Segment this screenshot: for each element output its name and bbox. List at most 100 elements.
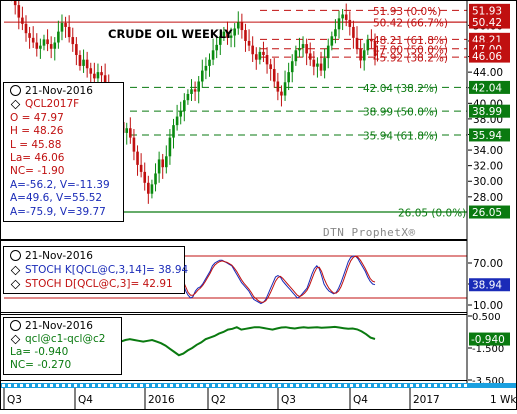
time-strip-tick xyxy=(272,384,275,387)
clock-icon xyxy=(10,84,21,96)
time-strip-tick xyxy=(350,384,353,387)
time-strip-tick xyxy=(374,384,377,387)
time-strip-tick xyxy=(434,384,437,387)
candle-body xyxy=(179,111,183,117)
candle-body xyxy=(265,54,269,65)
axis-price-tag xyxy=(469,3,510,17)
time-strip-tick xyxy=(14,384,17,387)
candle-body xyxy=(312,59,316,67)
time-strip-tick xyxy=(128,384,131,387)
candle-body xyxy=(348,19,352,27)
time-strip-tick xyxy=(122,384,125,387)
time-strip-tick xyxy=(104,384,107,387)
candle-body xyxy=(154,173,157,185)
fib-label: 45.92 (38.2%) xyxy=(373,53,448,65)
axis-price-tag xyxy=(469,80,510,94)
time-strip-tick xyxy=(206,384,209,387)
candle-body xyxy=(49,44,53,49)
time-axis[interactable]: Q3 Q4 2016 Q2 Q3 Q4 2017 1 Wk xyxy=(0,383,517,410)
axis-tick-label: 28.00 xyxy=(473,192,503,204)
axis-price-tag xyxy=(469,15,510,29)
candle-body xyxy=(165,156,168,168)
candle-body xyxy=(186,93,190,101)
candle-body xyxy=(244,30,247,41)
candle-body xyxy=(71,37,75,45)
candle-body xyxy=(57,31,60,43)
axis-tick-label: 0.500 xyxy=(472,312,501,323)
time-label: 2016 xyxy=(148,394,175,406)
price-info-high: H = 48.26 xyxy=(10,125,64,138)
price-info-a3: A=-75.9, V=39.77 xyxy=(10,205,106,218)
spread-info-last: La= -0.940 xyxy=(10,346,69,358)
axis-price-tag xyxy=(469,104,510,118)
time-strip-tick xyxy=(38,384,41,387)
time-strip xyxy=(0,383,517,388)
candle-body xyxy=(308,53,312,60)
time-strip-tick xyxy=(44,384,47,387)
candle-body xyxy=(269,64,272,70)
price-info-a2: A=49.6, V=55.52 xyxy=(10,192,103,205)
time-strip-tick xyxy=(92,384,95,387)
time-strip-tick xyxy=(302,384,305,387)
candle-body xyxy=(35,42,39,49)
axis-spread-tag xyxy=(469,332,510,346)
time-strip-tick xyxy=(212,384,215,387)
time-strip-tick xyxy=(146,384,149,387)
axis-price-tag-text: 26.05 xyxy=(472,207,502,219)
clock-icon xyxy=(10,319,21,331)
price-panel[interactable]: CRUDE OIL WEEKLY DTN ProphetX® 51.93 (0.0%… xyxy=(4,0,510,239)
time-strip-tick xyxy=(152,384,155,387)
time-strip-tick xyxy=(380,384,383,387)
candle-body xyxy=(39,45,42,49)
time-strip-tick xyxy=(356,384,359,387)
candle-body xyxy=(168,137,172,157)
time-strip-tick xyxy=(236,384,239,387)
axis-tick-label: 44.00 xyxy=(473,67,503,79)
time-strip-tick xyxy=(452,384,455,387)
candle-body xyxy=(24,23,28,34)
fib-label: 50.42 (66.7%) xyxy=(373,18,448,30)
candle-body xyxy=(42,39,46,46)
candle-body xyxy=(46,39,49,45)
candle-body xyxy=(139,164,143,172)
stoch-d-line xyxy=(175,255,376,303)
price-info-open: O = 47.97 xyxy=(10,111,64,124)
time-strip-tick xyxy=(404,384,407,387)
candle-body xyxy=(172,125,175,138)
axis-price-tag-text: 35.94 xyxy=(472,130,502,142)
time-strip-tick xyxy=(68,384,71,387)
candle-body xyxy=(136,151,139,165)
time-label: Q3 xyxy=(7,394,22,406)
fib-label: 35.94 (61.8%) xyxy=(363,130,438,142)
time-strip-tick xyxy=(224,384,227,387)
axis-tick-label: 10.00 xyxy=(473,300,503,312)
candle-body xyxy=(258,51,262,60)
candle-body xyxy=(161,159,165,168)
time-strip-tick xyxy=(188,384,191,387)
axis-tick-label: 32.00 xyxy=(473,161,503,173)
candle-body xyxy=(157,159,161,174)
axis-tick-label: -1.500 xyxy=(472,344,504,355)
time-strip-tick xyxy=(416,384,419,387)
candle-body xyxy=(67,26,71,38)
axis-price-tag xyxy=(469,49,510,63)
candle-body xyxy=(276,81,280,92)
stoch-k-line xyxy=(175,255,376,305)
candle-body xyxy=(247,40,251,46)
time-label: Q2 xyxy=(211,394,226,406)
bar-period-label: 1 Wk xyxy=(490,394,517,406)
candle-body xyxy=(352,26,355,38)
time-strip-tick xyxy=(440,384,443,387)
time-strip-tick xyxy=(134,384,137,387)
candle-body xyxy=(150,184,154,194)
candle-body xyxy=(294,50,298,62)
spread-panel[interactable]: 0.500 -1.500 -3.500 -0.940 xyxy=(111,312,510,387)
axis-spread-tag-text: -0.940 xyxy=(471,334,505,346)
time-strip-tick xyxy=(218,384,221,387)
time-strip-tick xyxy=(410,384,413,387)
stoch-info-date: 21-Nov-2016 xyxy=(25,250,93,262)
candle-body xyxy=(215,44,218,51)
axis-tick-label: 34.00 xyxy=(473,145,503,157)
